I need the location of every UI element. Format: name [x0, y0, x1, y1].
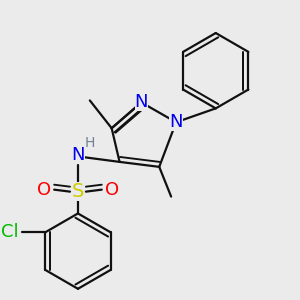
Text: N: N	[71, 146, 85, 164]
Text: S: S	[72, 182, 84, 201]
Text: H: H	[85, 136, 95, 150]
Text: N: N	[135, 93, 148, 111]
Text: Cl: Cl	[1, 223, 18, 241]
Text: N: N	[169, 113, 183, 131]
Text: O: O	[105, 181, 119, 199]
Text: O: O	[37, 181, 51, 199]
